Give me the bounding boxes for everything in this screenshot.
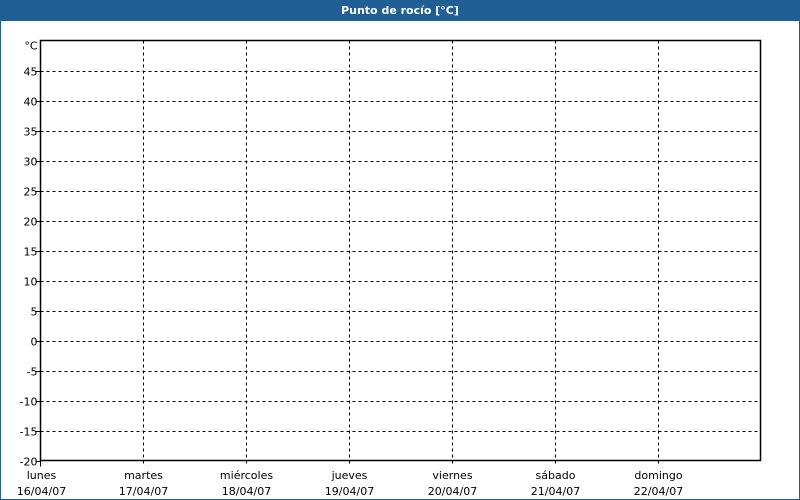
y-tick-label: 40 (24, 96, 38, 109)
x-tick-date-label: 19/04/07 (325, 485, 374, 498)
y-tick-label: 25 (24, 186, 38, 199)
y-tick-label: 20 (24, 216, 38, 229)
y-tick-label: 45 (24, 66, 38, 79)
x-tick-day-label: miércoles (220, 469, 273, 482)
x-tick-day-label: lunes (27, 469, 57, 482)
y-tick-label: 0 (31, 336, 38, 349)
x-tick-date-label: 16/04/07 (17, 485, 66, 498)
x-tick-day-label: sábado (536, 469, 576, 482)
x-tick-date-label: 22/04/07 (634, 485, 683, 498)
y-axis-unit: °C (24, 40, 38, 53)
y-tick-label: -15 (20, 426, 38, 439)
y-tick-label: 35 (24, 126, 38, 139)
y-tick-label: 30 (24, 156, 38, 169)
x-tick-date-label: 20/04/07 (428, 485, 477, 498)
x-tick-day-label: domingo (634, 469, 682, 482)
x-tick-date-label: 17/04/07 (119, 485, 168, 498)
chart-title: Punto de rocío [°C] (0, 0, 800, 21)
x-tick-date-label: 18/04/07 (222, 485, 271, 498)
plot-area-border (39, 39, 762, 462)
y-tick-label: -10 (20, 396, 38, 409)
y-tick-label: 10 (24, 276, 38, 289)
y-tick-label: -5 (27, 366, 38, 379)
x-tick-day-label: martes (124, 469, 163, 482)
y-tick-label: 5 (31, 306, 38, 319)
y-tick-label: 15 (24, 246, 38, 259)
x-tick-date-label: 21/04/07 (531, 485, 580, 498)
x-tick-day-label: jueves (331, 469, 368, 482)
x-tick-day-label: viernes (432, 469, 472, 482)
y-tick-label: -20 (20, 456, 38, 469)
